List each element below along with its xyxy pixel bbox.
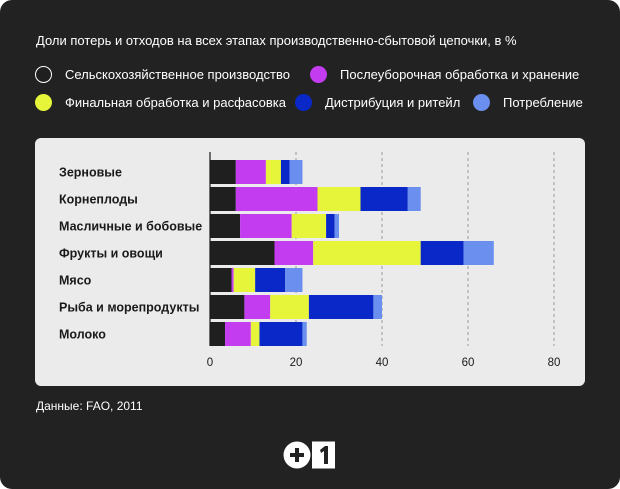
- bar-segment-6-2: [250, 322, 260, 346]
- legend-label-distribution: Дистрибуция и ритейл: [325, 95, 461, 110]
- bar-segment-4-0: [210, 268, 232, 292]
- bar-segment-4-1: [231, 268, 234, 292]
- category-label: Фрукты и овощи: [59, 247, 163, 261]
- x-tick-label: 80: [548, 357, 561, 369]
- category-label: Масличные и бобовые: [59, 220, 202, 234]
- chart-title: Доли потерь и отходов на всех этапах про…: [36, 33, 517, 48]
- bar-segment-2-4: [334, 214, 339, 238]
- bar-segment-2-2: [291, 214, 327, 238]
- bar-segment-1-4: [407, 187, 421, 211]
- bar-segment-5-0: [210, 295, 245, 319]
- x-tick-label: 40: [376, 357, 389, 369]
- bar-segment-4-4: [285, 268, 303, 292]
- legend-item-agriculture: Сельскохозяйственное производство: [35, 66, 290, 83]
- bar-segment-1-2: [317, 187, 361, 211]
- bar-segment-3-0: [210, 241, 275, 265]
- bar-segment-0-2: [265, 160, 281, 184]
- logo-plus-one: [283, 441, 335, 469]
- bar-segment-2-3: [326, 214, 335, 238]
- legend-label-consumption: Потребление: [503, 95, 583, 110]
- x-tick-label: 20: [290, 357, 303, 369]
- chart-panel: Зерновые Корнеплоды Масличные и бобовые Фру…: [35, 138, 585, 386]
- legend-item-processing: Финальная обработка и расфасовка: [35, 94, 286, 111]
- category-label: Молоко: [59, 328, 106, 342]
- bar-segment-0-3: [280, 160, 290, 184]
- bar-segment-1-1: [235, 187, 318, 211]
- legend-swatch-consumption: [473, 94, 490, 111]
- legend-swatch-processing: [35, 94, 52, 111]
- x-tick-label: 0: [207, 357, 213, 369]
- bar-segment-3-1: [274, 241, 314, 265]
- bar-segment-5-1: [244, 295, 271, 319]
- x-tick-label: 60: [462, 357, 475, 369]
- bar-segment-0-0: [210, 160, 236, 184]
- category-label: Зерновые: [59, 166, 122, 180]
- bar-segment-0-4: [289, 160, 303, 184]
- legend-item-distribution: Дистрибуция и ритейл: [295, 94, 460, 111]
- bar-segment-5-3: [308, 295, 374, 319]
- bar-segment-2-0: [210, 214, 241, 238]
- bar-segment-3-2: [313, 241, 421, 265]
- bar-segment-0-1: [235, 160, 266, 184]
- bar-segment-2-1: [240, 214, 292, 238]
- bar-segment-1-0: [210, 187, 236, 211]
- stacked-bar-chart: Зерновые Корнеплоды Масличные и бобовые Фру…: [59, 152, 561, 369]
- legend-item-consumption: Потребление: [473, 94, 583, 111]
- bar-segment-3-4: [463, 241, 494, 265]
- bar-segment-1-3: [360, 187, 408, 211]
- legend-label-postharvest: Послеуборочная обработка и хранение: [340, 67, 580, 82]
- category-label: Мясо: [59, 274, 92, 288]
- legend-swatch-agriculture: [35, 66, 52, 83]
- bar-segment-5-4: [373, 295, 382, 319]
- bar-segment-6-0: [210, 322, 226, 346]
- legend-label-processing: Финальная обработка и расфасовка: [65, 95, 287, 110]
- category-label: Рыба и морепродукты: [59, 301, 199, 315]
- category-label: Корнеплоды: [59, 193, 138, 207]
- bar-segment-3-3: [420, 241, 464, 265]
- source-note: Данные: FAO, 2011: [36, 399, 143, 413]
- bar-segment-6-3: [259, 322, 303, 346]
- legend-swatch-distribution: [295, 94, 312, 111]
- legend-swatch-postharvest: [310, 66, 327, 83]
- bar-segment-5-2: [270, 295, 309, 319]
- legend-label-agriculture: Сельскохозяйственное производство: [65, 67, 290, 82]
- bar-segment-6-4: [302, 322, 307, 346]
- bar-segment-4-3: [255, 268, 286, 292]
- legend-item-postharvest: Послеуборочная обработка и хранение: [310, 66, 579, 83]
- bar-segment-4-2: [233, 268, 256, 292]
- bar-segment-6-1: [225, 322, 251, 346]
